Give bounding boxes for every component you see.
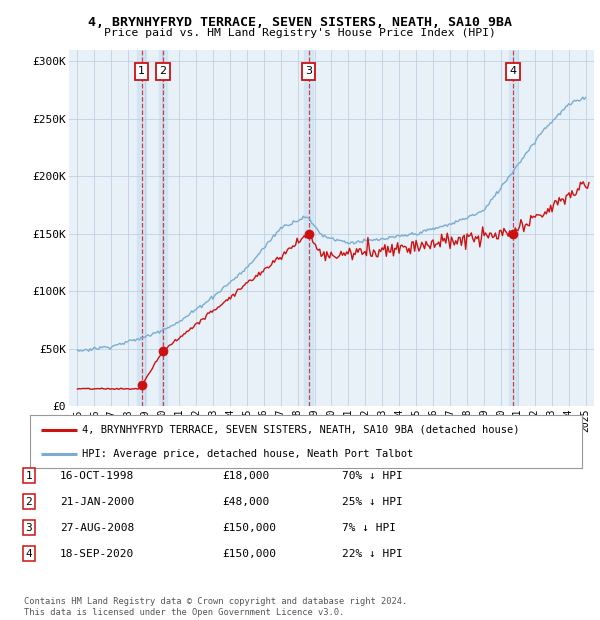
Text: 18-SEP-2020: 18-SEP-2020	[60, 549, 134, 559]
Text: 4: 4	[25, 549, 32, 559]
Text: 4, BRYNHYFRYD TERRACE, SEVEN SISTERS, NEATH, SA10 9BA (detached house): 4, BRYNHYFRYD TERRACE, SEVEN SISTERS, NE…	[82, 425, 520, 435]
Text: 7% ↓ HPI: 7% ↓ HPI	[342, 523, 396, 533]
Text: £150,000: £150,000	[222, 523, 276, 533]
Text: £48,000: £48,000	[222, 497, 269, 507]
Text: 27-AUG-2008: 27-AUG-2008	[60, 523, 134, 533]
Bar	[509, 50, 517, 406]
Text: 4, BRYNHYFRYD TERRACE, SEVEN SISTERS, NEATH, SA10 9BA: 4, BRYNHYFRYD TERRACE, SEVEN SISTERS, NE…	[88, 16, 512, 29]
Text: Contains HM Land Registry data © Crown copyright and database right 2024.
This d: Contains HM Land Registry data © Crown c…	[24, 598, 407, 617]
Text: 3: 3	[25, 523, 32, 533]
Bar	[137, 50, 146, 406]
Text: 4: 4	[509, 66, 517, 76]
Text: 1: 1	[138, 66, 145, 76]
Bar	[159, 50, 167, 406]
Text: 2: 2	[160, 66, 167, 76]
Text: £150,000: £150,000	[222, 549, 276, 559]
Text: 16-OCT-1998: 16-OCT-1998	[60, 471, 134, 480]
Text: 70% ↓ HPI: 70% ↓ HPI	[342, 471, 403, 480]
Text: £18,000: £18,000	[222, 471, 269, 480]
Text: 21-JAN-2000: 21-JAN-2000	[60, 497, 134, 507]
Text: 22% ↓ HPI: 22% ↓ HPI	[342, 549, 403, 559]
Text: HPI: Average price, detached house, Neath Port Talbot: HPI: Average price, detached house, Neat…	[82, 449, 413, 459]
Text: 25% ↓ HPI: 25% ↓ HPI	[342, 497, 403, 507]
Text: 1: 1	[25, 471, 32, 480]
Text: 2: 2	[25, 497, 32, 507]
Text: 3: 3	[305, 66, 312, 76]
Text: Price paid vs. HM Land Registry's House Price Index (HPI): Price paid vs. HM Land Registry's House …	[104, 28, 496, 38]
Bar	[304, 50, 313, 406]
